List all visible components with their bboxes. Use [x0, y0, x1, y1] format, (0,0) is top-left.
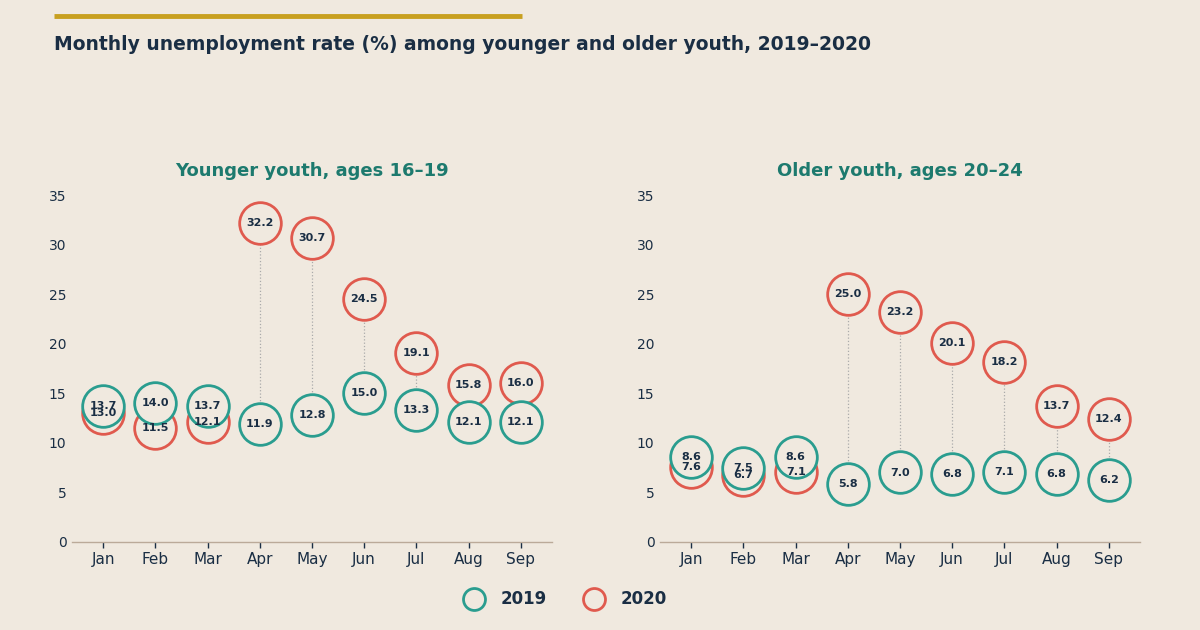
Point: [890, 307, 910, 317]
Point: [458, 417, 478, 427]
Point: [458, 381, 478, 391]
Text: 8.6: 8.6: [682, 452, 701, 462]
Point: [1046, 401, 1066, 411]
Point: [251, 218, 270, 228]
Point: [146, 423, 166, 433]
Text: 8.6: 8.6: [786, 452, 805, 462]
Text: 24.5: 24.5: [350, 294, 378, 304]
Point: [1099, 476, 1118, 486]
Title: Younger youth, ages 16–19: Younger youth, ages 16–19: [175, 162, 449, 180]
Text: 11.9: 11.9: [246, 419, 274, 429]
Point: [198, 401, 217, 411]
Text: 14.0: 14.0: [142, 398, 169, 408]
Text: 12.4: 12.4: [1094, 414, 1122, 424]
Text: 15.0: 15.0: [350, 388, 378, 398]
Point: [734, 471, 754, 481]
Title: Older youth, ages 20–24: Older youth, ages 20–24: [778, 162, 1022, 180]
Point: [354, 294, 373, 304]
Point: [464, 593, 484, 604]
Text: 15.8: 15.8: [455, 381, 482, 391]
Point: [146, 398, 166, 408]
Text: 13.7: 13.7: [1043, 401, 1070, 411]
Text: 20.1: 20.1: [938, 338, 966, 348]
Text: 13.3: 13.3: [403, 405, 430, 415]
Point: [839, 289, 858, 299]
Point: [734, 462, 754, 472]
Point: [942, 338, 961, 348]
Text: Monthly unemployment rate (%) among younger and older youth, 2019–2020: Monthly unemployment rate (%) among youn…: [54, 35, 871, 54]
Point: [407, 348, 426, 358]
Point: [890, 467, 910, 478]
Text: 2020: 2020: [620, 590, 667, 607]
Text: 6.8: 6.8: [1046, 469, 1067, 479]
Point: [511, 379, 530, 389]
Point: [1046, 469, 1066, 479]
Text: 12.8: 12.8: [299, 410, 325, 420]
Point: [94, 408, 113, 418]
Point: [786, 466, 805, 476]
Point: [995, 357, 1014, 367]
Point: [511, 417, 530, 427]
Point: [1099, 414, 1118, 424]
Text: 2019: 2019: [500, 590, 547, 607]
Text: 30.7: 30.7: [299, 233, 325, 243]
Point: [584, 593, 604, 604]
Text: 13.0: 13.0: [90, 408, 116, 418]
Text: 12.1: 12.1: [506, 417, 534, 427]
Point: [407, 405, 426, 415]
Point: [302, 233, 322, 243]
Point: [682, 452, 701, 462]
Text: 25.0: 25.0: [834, 289, 862, 299]
Text: 32.2: 32.2: [246, 218, 274, 228]
Point: [198, 417, 217, 427]
Point: [942, 469, 961, 479]
Text: 7.1: 7.1: [995, 466, 1014, 476]
Point: [251, 419, 270, 429]
Text: 5.8: 5.8: [838, 479, 858, 490]
Text: 18.2: 18.2: [990, 357, 1018, 367]
Text: 6.8: 6.8: [942, 469, 962, 479]
Text: 7.1: 7.1: [786, 466, 805, 476]
Text: 7.5: 7.5: [733, 462, 754, 472]
Point: [302, 410, 322, 420]
Point: [354, 388, 373, 398]
Text: 13.7: 13.7: [90, 401, 116, 411]
Text: 6.7: 6.7: [733, 471, 754, 481]
Point: [682, 462, 701, 472]
Point: [786, 452, 805, 462]
Text: 11.5: 11.5: [142, 423, 169, 433]
Text: 7.0: 7.0: [890, 467, 910, 478]
Text: 16.0: 16.0: [506, 379, 534, 389]
Text: 12.1: 12.1: [194, 417, 222, 427]
Text: 12.1: 12.1: [455, 417, 482, 427]
Point: [94, 401, 113, 411]
Point: [839, 479, 858, 490]
Text: 7.6: 7.6: [682, 462, 701, 472]
Point: [995, 466, 1014, 476]
Text: 13.7: 13.7: [194, 401, 221, 411]
Text: 19.1: 19.1: [402, 348, 430, 358]
Text: 23.2: 23.2: [887, 307, 913, 317]
Text: 6.2: 6.2: [1099, 476, 1118, 486]
